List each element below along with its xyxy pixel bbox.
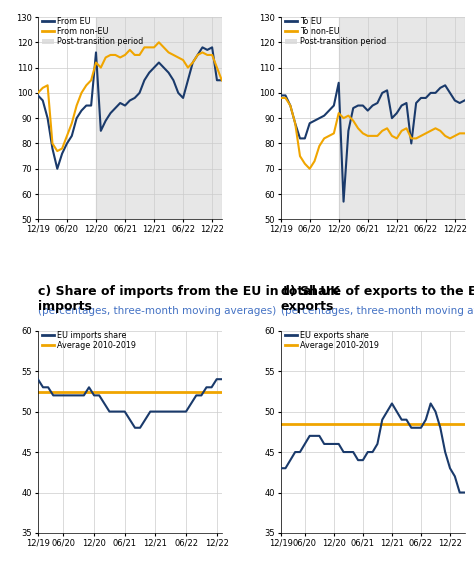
Text: (percentages, three-month moving averages): (percentages, three-month moving average…	[38, 306, 276, 316]
Legend: EU imports share, Average 2010-2019: EU imports share, Average 2010-2019	[42, 331, 136, 350]
Text: d) Share of exports to the EU in total UK
exports: d) Share of exports to the EU in total U…	[281, 285, 474, 313]
Legend: From EU, From non-EU, Post-transition period: From EU, From non-EU, Post-transition pe…	[42, 17, 144, 46]
Text: c) Share of imports from the EU in total UK
imports: c) Share of imports from the EU in total…	[38, 285, 340, 313]
Legend: EU exports share, Average 2010-2019: EU exports share, Average 2010-2019	[285, 331, 379, 350]
Legend: To EU, To non-EU, Post-transition period: To EU, To non-EU, Post-transition period	[285, 17, 386, 46]
Text: (percentages, three-month moving averages): (percentages, three-month moving average…	[281, 306, 474, 316]
Bar	[96, 17, 222, 219]
Bar	[339, 17, 465, 219]
